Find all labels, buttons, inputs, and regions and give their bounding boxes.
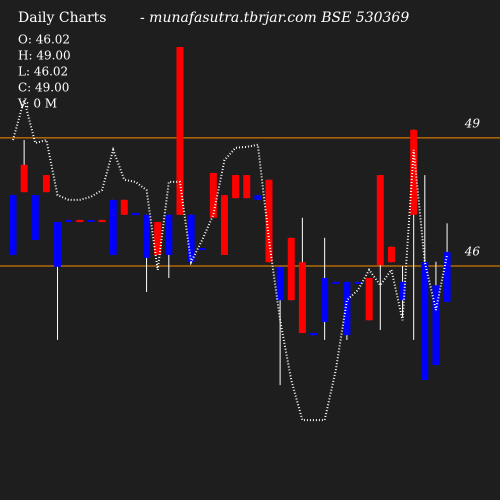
candle-body: [20, 164, 28, 193]
y-tick-label: 46: [464, 245, 481, 259]
candle-body: [321, 277, 329, 322]
candle-body: [343, 281, 351, 336]
candle-body: [332, 281, 340, 284]
candle-body: [243, 175, 251, 199]
candle-body: [120, 199, 128, 215]
candle-body: [298, 262, 306, 334]
candle-body: [76, 219, 84, 223]
candle-body: [87, 219, 95, 223]
candle-body: [443, 251, 451, 302]
candle-body: [176, 46, 184, 215]
candle-body: [42, 175, 50, 193]
candle-body: [421, 262, 429, 381]
candle-body: [143, 214, 151, 258]
candle-body: [232, 175, 240, 199]
candle-body: [220, 195, 228, 255]
candle-body: [399, 281, 407, 301]
candle-body: [154, 222, 162, 255]
info-line: L: 46.02: [18, 65, 68, 79]
candle-body: [265, 179, 273, 263]
info-line: H: 49.00: [18, 49, 71, 63]
chart-title: Daily Charts: [18, 10, 106, 26]
candle-body: [131, 213, 139, 216]
candle-body: [254, 195, 262, 200]
plot: [9, 46, 451, 422]
candle-body: [287, 237, 295, 301]
candle-body: [54, 222, 62, 267]
candle-body: [354, 281, 362, 284]
average-line: [12, 96, 449, 422]
candle-body: [310, 333, 318, 336]
candle-body: [65, 219, 73, 223]
candle-body: [9, 195, 17, 255]
candle-body: [432, 285, 440, 366]
y-tick-label: 49: [464, 116, 481, 130]
candle-body: [410, 129, 418, 215]
candle-body: [198, 248, 206, 251]
candle-body: [387, 246, 395, 263]
chart-subtitle: - munafasutra.tbrjar.com BSE 530369: [140, 10, 409, 26]
candle-body: [98, 219, 106, 223]
candle-body: [376, 175, 384, 266]
info-line: O: 46.02: [18, 33, 70, 47]
info-line: V: 0 M: [17, 97, 57, 111]
candle-body: [109, 199, 117, 255]
info: O: 46.02 H: 49.00 L: 46.02 C: 49.00 V: 0 M: [17, 33, 71, 111]
candle-body: [187, 214, 195, 263]
candle-body: [31, 195, 39, 240]
info-line: C: 49.00: [18, 81, 69, 95]
candle-body: [276, 266, 284, 301]
candle-body: [209, 172, 217, 218]
candle-body: [165, 214, 173, 255]
candle-body: [365, 277, 373, 321]
